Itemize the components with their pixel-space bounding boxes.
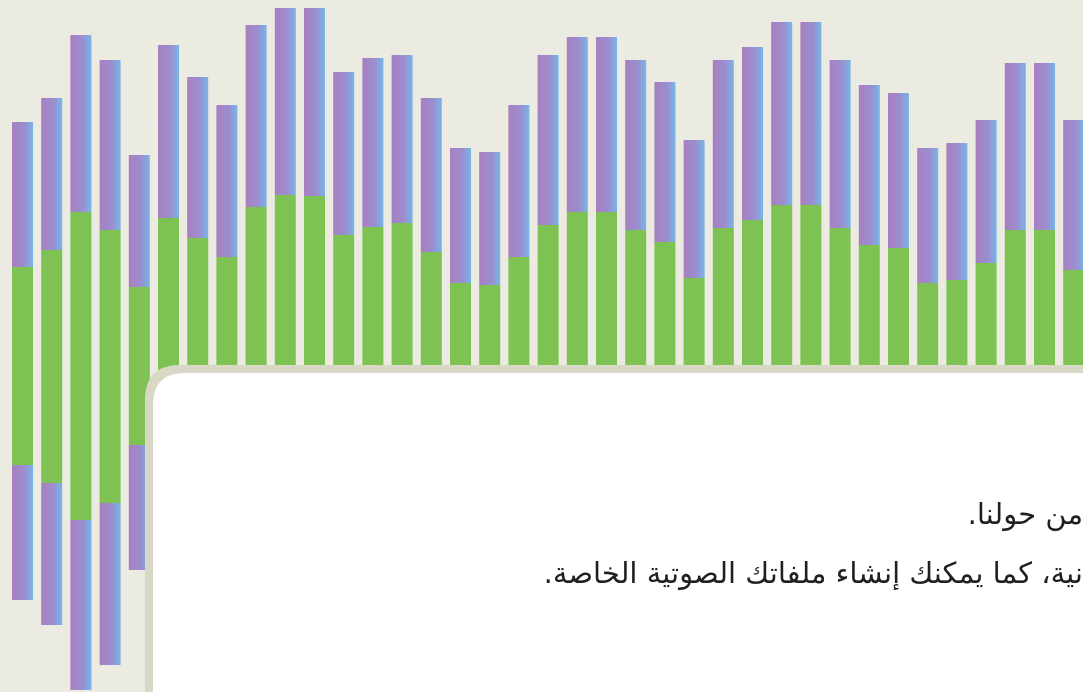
- bar-segment: [12, 267, 33, 465]
- bar-segment: [216, 105, 237, 257]
- bar-segment: [187, 77, 208, 238]
- page: من حولنا. نية، كما يمكنك إنشاء ملفاتك ال…: [0, 0, 1083, 692]
- bar-segment: [479, 152, 500, 285]
- bar-segment: [771, 22, 792, 205]
- bar-segment: [1063, 120, 1083, 270]
- bar-segment: [713, 60, 734, 228]
- bar-segment: [421, 98, 442, 252]
- bar-segment: [917, 148, 938, 283]
- bar-segment: [41, 483, 62, 625]
- bar-segment: [450, 148, 471, 283]
- card: [153, 373, 1083, 692]
- bar-segment: [333, 72, 354, 235]
- bar-segment: [596, 37, 617, 212]
- bar-segment: [129, 155, 150, 287]
- bar-segment: [70, 212, 91, 520]
- bar-segment: [100, 503, 121, 665]
- bar-segment: [1005, 63, 1026, 230]
- bar-segment: [246, 25, 267, 207]
- bar-segment: [742, 47, 763, 220]
- bar-segment: [158, 45, 179, 218]
- text-line: نية، كما يمكنك إنشاء ملفاتك الصوتية الخا…: [544, 556, 1083, 591]
- bar-segment: [41, 250, 62, 483]
- bar-segment: [12, 465, 33, 600]
- bar-segment: [538, 55, 559, 225]
- bar-segment: [100, 60, 121, 230]
- bar-segment: [888, 93, 909, 248]
- bar-segment: [508, 105, 529, 257]
- bar-segment: [12, 122, 33, 267]
- bar-segment: [800, 22, 821, 205]
- bar-segment: [275, 8, 296, 195]
- bar-segment: [70, 520, 91, 690]
- bar-segment: [654, 82, 675, 242]
- bar-segment: [946, 143, 967, 280]
- bar-segment: [392, 55, 413, 223]
- bar-segment: [100, 230, 121, 503]
- bar-segment: [684, 140, 705, 278]
- bar-segment: [70, 35, 91, 212]
- bar-segment: [830, 60, 851, 228]
- bar-segment: [41, 98, 62, 250]
- bar-segment: [1034, 63, 1055, 230]
- bar-segment: [567, 37, 588, 212]
- bar-segment: [304, 8, 325, 196]
- bar-segment: [976, 120, 997, 263]
- text-line: من حولنا.: [968, 497, 1083, 531]
- bar-segment: [859, 85, 880, 245]
- bar-segment: [362, 58, 383, 227]
- page-art: من حولنا. نية، كما يمكنك إنشاء ملفاتك ال…: [0, 0, 1083, 692]
- bar-segment: [625, 60, 646, 230]
